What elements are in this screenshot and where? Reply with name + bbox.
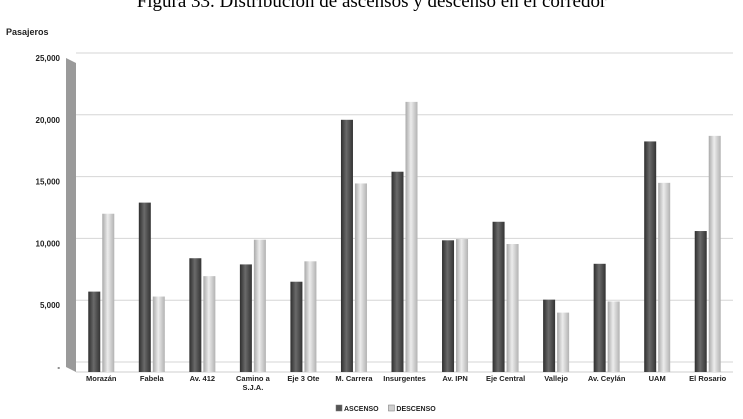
figure-caption: Figura 33. Distribución de ascensos y de… [136, 0, 607, 12]
x-category-label: Eje 3 Ote [287, 374, 319, 383]
y-axis-ticks: - 5,000 10,000 15,000 20,000 25,000 [36, 54, 61, 372]
bar-descenso: DESCENSO: 4400 [557, 312, 570, 372]
bar-descenso: DESCENSO: 9950 [506, 244, 519, 372]
y-tick-label: 20,000 [36, 116, 61, 125]
bar-descenso: DESCENSO: 14850 [354, 183, 367, 372]
bar-ascenso: ASCENSO: 15800 [391, 171, 404, 372]
bar-ascenso: ASCENSO: 5450 [543, 299, 556, 372]
legend: ASCENSO DESCENSO [335, 404, 436, 413]
bar-ascenso: ASCENSO: 6900 [290, 281, 303, 372]
bar-ascenso: ASCENSO: 10250 [442, 240, 455, 372]
bar-descenso: DESCENSO: 8550 [304, 261, 317, 372]
y-tick-label: 25,000 [36, 54, 61, 63]
y-tick-label: - [57, 363, 60, 372]
x-category-label: Av. Ceylán [588, 374, 626, 383]
bars: ASCENSO: 6100DESCENSO: 12400 ASCENSO: 133… [88, 101, 721, 373]
bar-descenso: DESCENSO: 21450 [405, 101, 418, 373]
bar-ascenso: ASCENSO: 8300 [239, 264, 252, 372]
bar-descenso: DESCENSO: 14900 [658, 182, 671, 372]
x-category-label: Insurgentes [383, 374, 426, 383]
bar-descenso: DESCENSO: 5300 [607, 301, 620, 372]
x-category-label: M. Carrera [335, 374, 373, 383]
x-category-label: Fabela [140, 374, 165, 383]
bar-ascenso: ASCENSO: 8350 [593, 263, 606, 372]
bar-descenso: DESCENSO: 10300 [253, 239, 266, 372]
legend-swatch-ascenso [335, 404, 343, 412]
y-tick-label: 5,000 [40, 301, 61, 310]
x-category-label: Vallejo [544, 374, 568, 383]
bar-descenso: DESCENSO: 7350 [203, 276, 216, 372]
x-category-label: Morazán [86, 374, 117, 383]
bar-ascenso: ASCENSO: 11000 [694, 231, 707, 372]
bar-ascenso: ASCENSO: 11750 [492, 221, 505, 372]
legend-label-ascenso: ASCENSO [344, 406, 379, 413]
legend-swatch-descenso [388, 404, 395, 412]
bar-descenso: DESCENSO: 18700 [708, 135, 721, 372]
legend-label-descenso: DESCENSO [396, 406, 436, 413]
bar-descenso: DESCENSO: 5700 [152, 296, 165, 372]
x-category-label: Av. IPN [442, 374, 467, 383]
bar-ascenso: ASCENSO: 13300 [138, 202, 151, 372]
x-category-label: Camino a S.J.A. [236, 374, 271, 392]
x-category-label: UAM [649, 374, 666, 383]
y-tick-label: 15,000 [36, 178, 61, 187]
bar-descenso: DESCENSO: 12400 [102, 213, 115, 372]
bar-ascenso: ASCENSO: 8800 [189, 258, 202, 372]
x-axis-labels: Morazán Fabela Av. 412 Camino a S.J.A. Eje 3 … [86, 374, 727, 392]
y-axis-wall [66, 58, 76, 372]
y-axis-label: Pasajeros [6, 27, 49, 37]
x-category-label: Eje Central [486, 374, 525, 383]
bar-ascenso: ASCENSO: 20000 [340, 119, 353, 372]
y-tick-label: 10,000 [36, 239, 61, 248]
gridlines [76, 52, 733, 373]
bar-ascenso: ASCENSO: 18250 [644, 141, 657, 372]
x-category-label: El Rosario [689, 374, 727, 383]
x-category-label: Av. 412 [190, 374, 215, 383]
bar-descenso: DESCENSO: 10350 [456, 239, 469, 372]
bar-ascenso: ASCENSO: 6100 [88, 291, 101, 372]
